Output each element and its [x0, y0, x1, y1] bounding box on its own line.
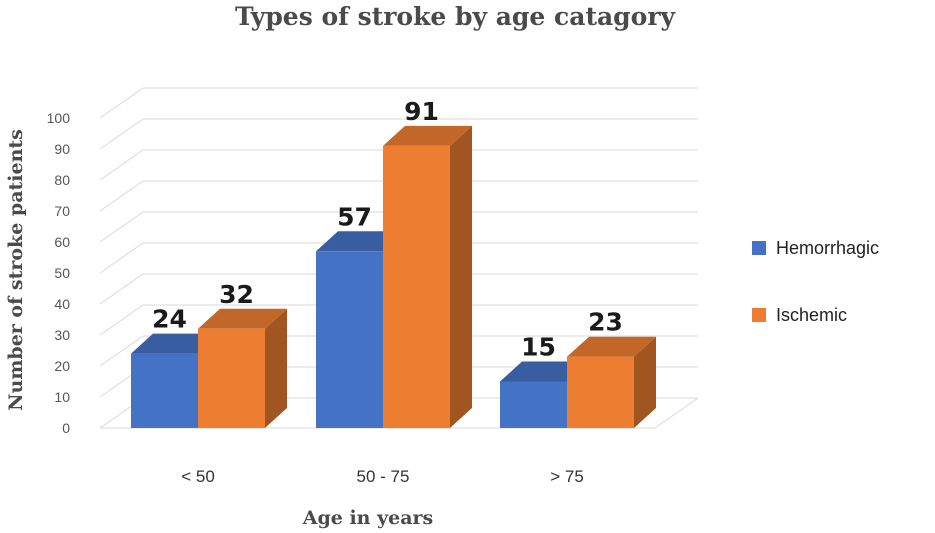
bar-side	[265, 308, 287, 428]
x-tick-label: > 75	[550, 467, 584, 486]
y-tick-label: 80	[54, 172, 70, 188]
y-tick-label: 20	[54, 358, 70, 374]
gridline-diagonal	[99, 273, 144, 305]
bars	[131, 125, 656, 429]
bar-front	[198, 328, 265, 428]
data-label: 15	[521, 333, 556, 362]
y-tick-label: 100	[47, 110, 71, 126]
y-tick-label: 50	[54, 265, 70, 281]
data-labels: 24 32 57 91 15 23	[152, 97, 623, 362]
gridline-diagonal	[99, 335, 144, 367]
legend-swatch	[752, 308, 766, 322]
legend-swatch	[752, 241, 766, 255]
bar-front	[383, 145, 450, 428]
data-label: 91	[404, 97, 439, 126]
y-tick-label: 30	[54, 327, 70, 343]
gridline-diagonal	[99, 180, 144, 212]
y-axis-ticks: 0 10 20 30 40 50 60 70 80 90 100	[47, 110, 71, 436]
bar-top	[383, 125, 472, 146]
x-axis-title: Age in years	[302, 507, 434, 529]
floor-edge	[654, 397, 699, 429]
legend-label: Ischemic	[776, 305, 847, 325]
y-tick-label: 10	[54, 389, 70, 405]
gridline-diagonal	[99, 242, 144, 274]
legend-item-ischemic: Ischemic	[752, 305, 847, 325]
gridline-diagonal	[99, 304, 144, 336]
legend-item-hemorrhagic: Hemorrhagic	[752, 238, 879, 258]
bar-front	[316, 251, 383, 428]
x-axis-categories: < 50 50 - 75 > 75	[181, 467, 584, 486]
gridline-diagonal	[99, 87, 144, 119]
y-tick-label: 40	[54, 296, 70, 312]
legend-label: Hemorrhagic	[776, 238, 879, 258]
bar-front	[500, 381, 567, 428]
y-tick-label: 0	[62, 420, 70, 436]
y-tick-label: 60	[54, 234, 70, 250]
x-tick-label: < 50	[181, 467, 215, 486]
data-label: 57	[337, 202, 372, 231]
data-label: 32	[219, 280, 254, 309]
y-axis-title: Number of stroke patients	[5, 129, 27, 411]
gridline-diagonal	[99, 211, 144, 243]
bar-front	[567, 356, 634, 428]
data-label: 24	[152, 305, 187, 334]
bar-top	[316, 231, 405, 252]
bar-front	[131, 353, 198, 428]
legend: Hemorrhagic Ischemic	[752, 238, 879, 325]
bar-side	[634, 336, 656, 428]
bar-top	[131, 333, 220, 354]
bar-top	[198, 308, 287, 329]
y-tick-label: 70	[54, 203, 70, 219]
y-tick-label: 90	[54, 141, 70, 157]
bar-top	[567, 336, 656, 357]
bar-ischemic-2	[567, 336, 656, 428]
gridline-diagonal	[99, 118, 144, 150]
bar-top	[500, 361, 589, 382]
data-label: 23	[588, 308, 623, 337]
bar-side	[450, 125, 472, 429]
gridline-diagonal	[99, 149, 144, 181]
bar-ischemic-0	[198, 308, 287, 428]
x-tick-label: 50 - 75	[357, 467, 410, 486]
chart-title: Types of stroke by age catagory	[235, 2, 677, 31]
bar-ischemic-1	[383, 125, 472, 429]
